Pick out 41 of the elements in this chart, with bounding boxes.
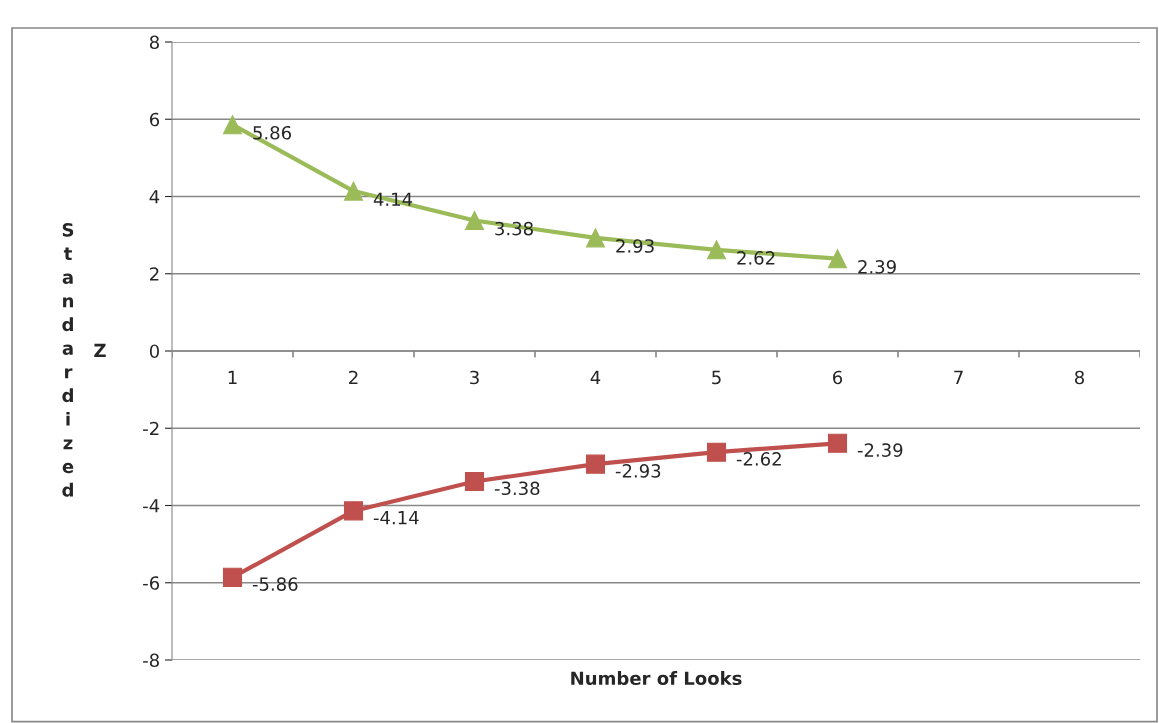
y-tick-label: -8: [143, 653, 159, 668]
x-tick-label: 8: [1074, 370, 1085, 385]
data-label: 2.93: [616, 239, 654, 253]
data-label: -2.62: [736, 452, 781, 466]
point: [585, 228, 606, 248]
point: [827, 249, 848, 269]
data-label: -4.14: [373, 511, 419, 525]
x-tick-label: 5: [712, 370, 721, 385]
data-label: 2.39: [858, 259, 896, 274]
data-label: -2.93: [615, 464, 661, 478]
data-label: 2.62: [737, 251, 775, 265]
y-tick-label: 0: [149, 344, 159, 359]
x-tick-label: 4: [590, 370, 601, 385]
text: Standardized Z: [62, 223, 106, 497]
x-tick-label: 7: [954, 370, 963, 385]
point: [343, 181, 364, 201]
y-tick-label: 2: [150, 267, 159, 281]
point: [706, 442, 727, 462]
x-tick-label: 1: [228, 370, 237, 385]
data-label: -2.39: [857, 443, 903, 457]
y-tick-label: 6: [149, 112, 160, 127]
point: [464, 472, 485, 492]
point: [222, 115, 243, 135]
point: [706, 240, 727, 260]
x-tick-label: 6: [833, 370, 843, 385]
y-tick-label: 8: [149, 35, 159, 50]
data-label: 5.86: [253, 125, 292, 140]
x-tick-label: 2: [349, 370, 358, 385]
y-tick-label: -6: [143, 576, 160, 590]
x-axis-title: Number of Looks: [571, 671, 742, 686]
y-tick-label: -4: [143, 499, 160, 513]
x-tick-label: 3: [470, 370, 479, 385]
point: [464, 210, 485, 230]
data-label: -3.38: [494, 481, 540, 496]
y-tick-label: 4: [149, 190, 160, 204]
point: [222, 567, 243, 587]
point: [827, 433, 848, 453]
point: [343, 501, 364, 521]
y-tick-label: -2: [143, 421, 159, 436]
data-label: -5.86: [252, 577, 298, 591]
point: [585, 454, 606, 474]
